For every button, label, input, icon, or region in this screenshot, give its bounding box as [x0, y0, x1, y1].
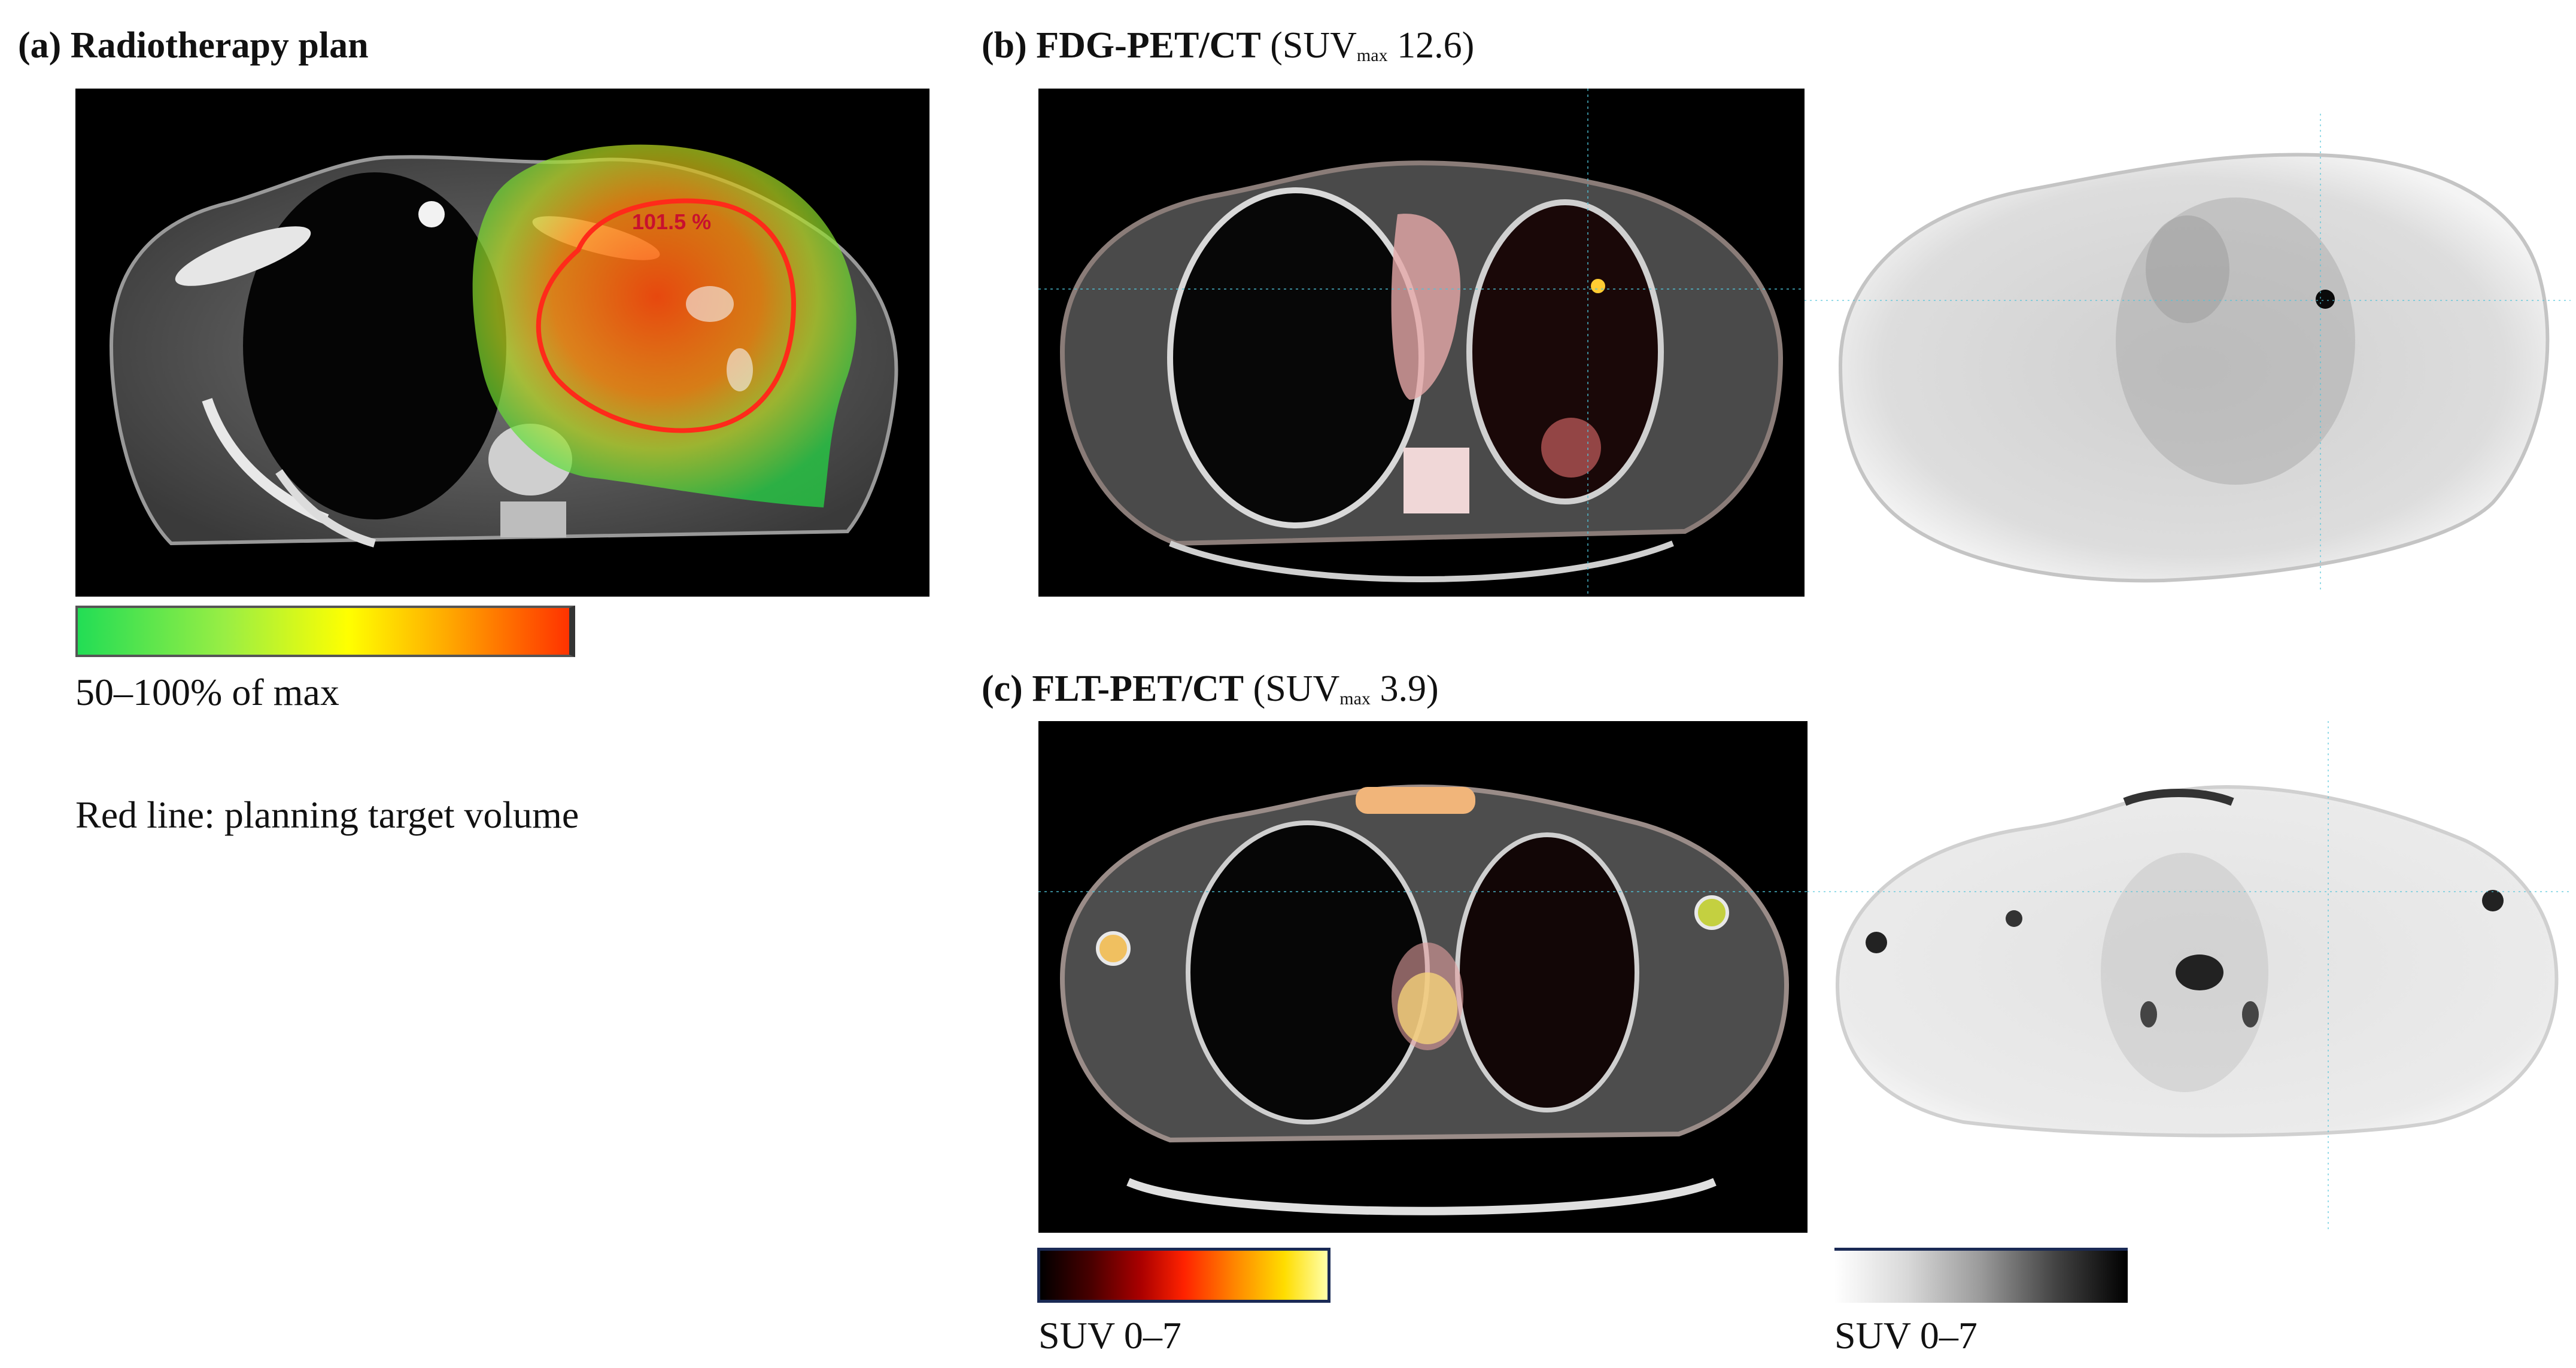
radiotherapy-plan-image: 101.5 % [75, 89, 929, 597]
panel-a-title: (a) Radiotherapy plan [18, 27, 369, 64]
suv-gray-colorbar [1834, 1248, 2128, 1303]
panel-b-suv-value: 12.6) [1387, 25, 1475, 66]
panel-c-suv-sub: max [1339, 689, 1371, 709]
dose-colorbar [75, 606, 575, 657]
panel-c-suv-open: (SUV [1253, 668, 1340, 709]
panel-c-name: FLT-PET/CT [1032, 668, 1244, 709]
suv-gray-caption: SUV 0–7 [1834, 1314, 1977, 1357]
fdg-fused-slice [1038, 89, 1805, 597]
suv-hot-colorbar [1037, 1248, 1330, 1303]
suv-hot-caption: SUV 0–7 [1038, 1314, 1181, 1357]
fdg-pet-grayscale-image [1805, 114, 2571, 592]
panel-a-label: (a) [18, 25, 62, 66]
panel-c-title: (c) FLT-PET/CT (SUVmax 3.9) [982, 668, 1439, 709]
flt-pet-grayscale-image [1808, 721, 2571, 1233]
panel-c-label: (c) [982, 668, 1023, 709]
flt-pet-ct-fused-image [1038, 721, 1808, 1233]
ptv-legend-note: Red line: planning target volume [75, 794, 579, 836]
panel-b-name: FDG-PET/CT [1036, 25, 1261, 66]
panel-b-suv-sub: max [1356, 45, 1388, 65]
panel-a-name: Radiotherapy plan [70, 25, 369, 66]
fdg-pet-slice [1805, 114, 2571, 592]
flt-fused-slice [1038, 784, 1808, 1215]
dose-label: 101.5 % [632, 209, 711, 234]
panel-b-title: (b) FDG-PET/CT (SUVmax 12.6) [982, 25, 1475, 66]
ptv-contour [536, 198, 797, 433]
radiotherapy-ct-slice: 101.5 % [109, 144, 898, 548]
flt-pet-slice [1808, 721, 2571, 1233]
panel-b-label: (b) [982, 25, 1027, 66]
dose-colorbar-caption: 50–100% of max [75, 671, 339, 713]
fdg-pet-ct-fused-image [1038, 89, 1805, 597]
panel-b-suv-open: (SUV [1270, 25, 1357, 66]
panel-c-suv-value: 3.9) [1370, 668, 1439, 709]
